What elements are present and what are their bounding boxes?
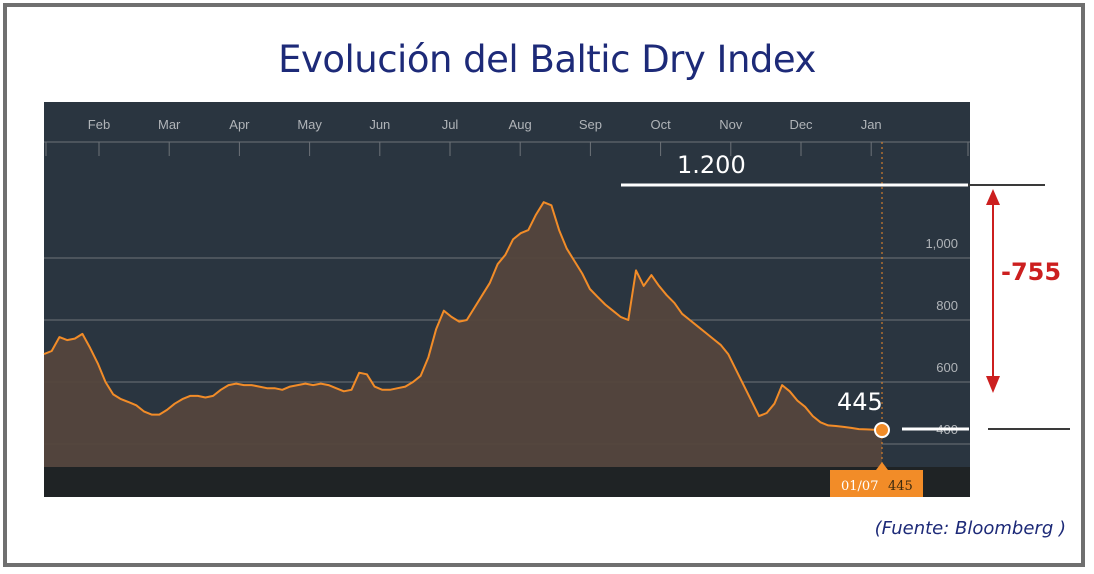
x-tick-label: Feb [88,117,110,132]
cursor-readout-box [830,470,923,497]
x-tick-label: Jun [369,117,390,132]
difference-label: -755 [1001,258,1061,286]
y-tick-label: 800 [936,298,958,313]
bottom-band [44,467,970,497]
last-point-marker [874,422,890,439]
current-value-label: 445 [837,388,883,416]
cursor-date: 01/07 [841,479,878,494]
x-tick-label: Nov [719,117,743,132]
x-tick-label: Sep [579,117,602,132]
source-note: (Fuente: Bloomberg ) [874,518,1066,539]
x-tick-label: Oct [650,117,671,132]
x-tick-label: Mar [158,117,181,132]
y-tick-label: 1,000 [925,236,958,251]
series-line [43,201,883,432]
x-tick-label: Jan [861,117,882,132]
series-area [44,202,882,467]
x-tick-label: May [297,117,322,132]
difference-arrow-head-down [986,376,1000,393]
cursor-readout-pointer [876,462,888,470]
y-tick-label: 600 [936,360,958,375]
x-tick-label: Dec [789,117,813,132]
x-axis-band [44,102,970,142]
cursor-value: 445 [888,479,913,494]
difference-arrow-head-up [986,189,1000,205]
outer-frame [3,3,1085,567]
x-tick-label: Apr [229,117,250,132]
level-label: 1.200 [677,151,746,179]
x-tick-label: Jul [442,117,459,132]
chart-title: Evolución del Baltic Dry Index [278,38,816,81]
x-tick-label: Aug [509,117,532,132]
